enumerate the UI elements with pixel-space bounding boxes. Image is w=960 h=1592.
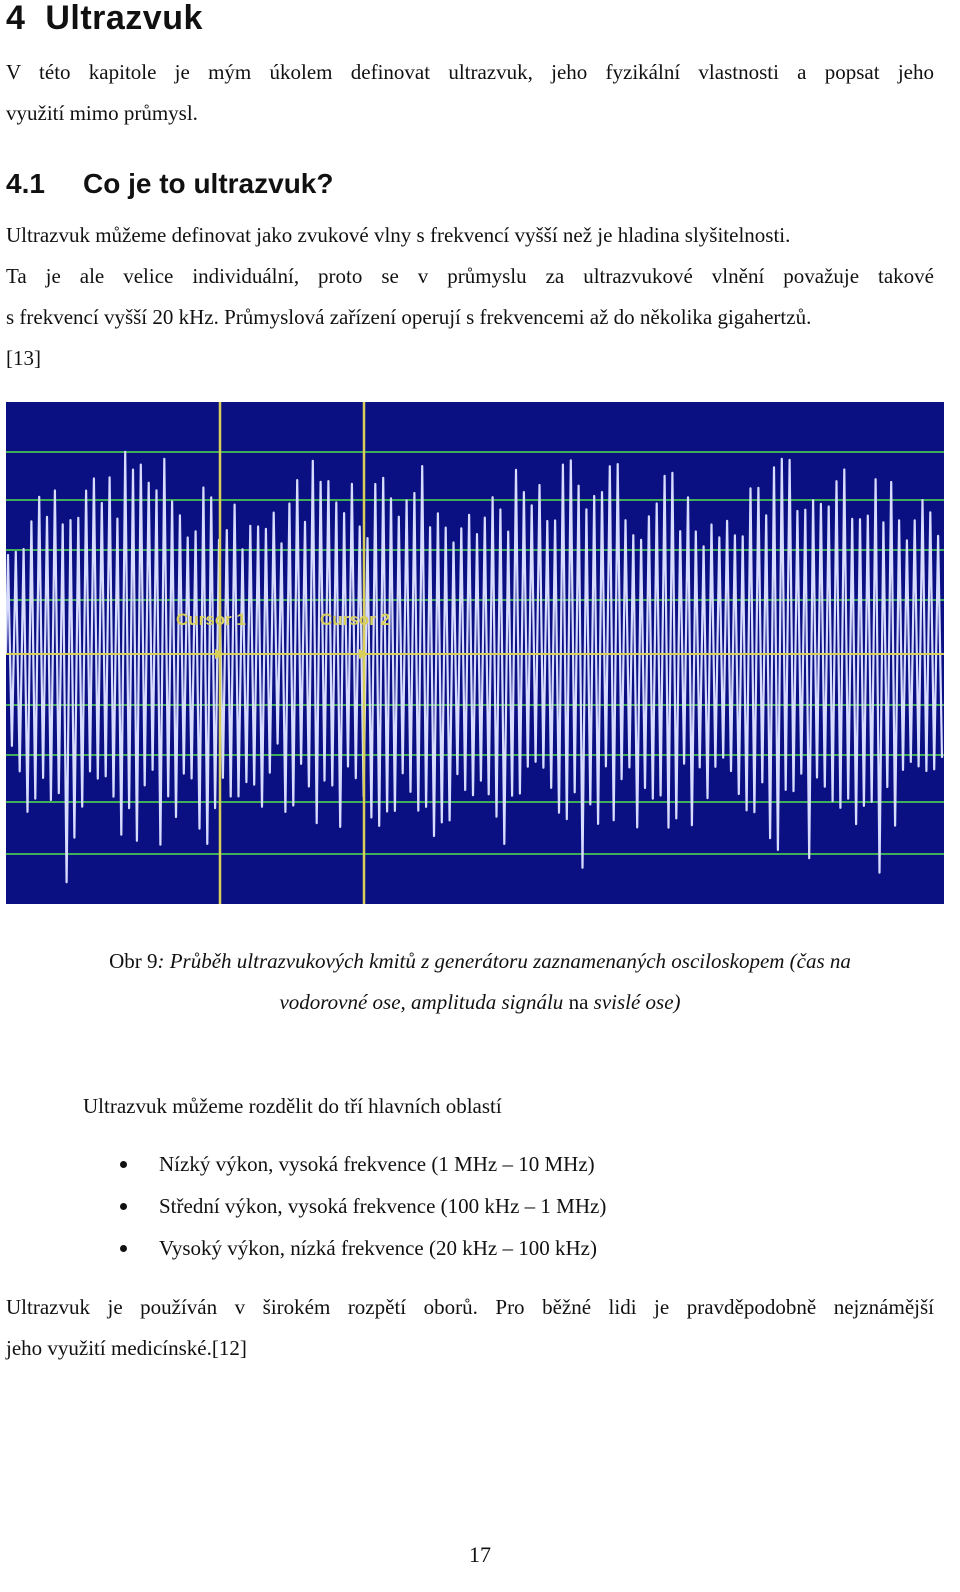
paragraph-line: Ta je ale velice individuální, proto se … (6, 264, 934, 288)
caption-label: Obr 9 (109, 949, 158, 973)
bullet-icon (120, 1245, 127, 1252)
caption-text-2: vodorovné ose, amplituda signálu (279, 990, 564, 1014)
closing-paragraph: Ultrazvuk je používán v širokém rozpětí … (6, 1287, 934, 1369)
intro-line: využití mimo průmysl. (6, 101, 198, 125)
caption-text-4: svislé ose) (593, 990, 681, 1014)
paragraph-line: [13] (6, 346, 41, 370)
list-item-text: Vysoký výkon, nízká frekvence (20 kHz – … (159, 1236, 597, 1260)
oscilloscope-figure: Cursor 1 Cursor 2 (6, 402, 944, 904)
caption-text-3: na (563, 990, 594, 1014)
cursors: Cursor 1 Cursor 2 (6, 402, 944, 904)
section-paragraph: Ultrazvuk můžeme definovat jako zvukové … (6, 215, 934, 379)
oscilloscope-plot: Cursor 1 Cursor 2 (6, 402, 944, 904)
chapter-intro: V této kapitole je mým úkolem definovat … (6, 52, 934, 134)
list-intro: Ultrazvuk můžeme rozdělit do tří hlavníc… (83, 1094, 502, 1118)
signal-waveform (6, 450, 944, 884)
bullet-icon (120, 1203, 127, 1210)
cursor-arrow-icon (359, 649, 369, 659)
chapter-heading: 4 Ultrazvuk (6, 0, 203, 38)
bullet-icon (120, 1161, 127, 1168)
cursor-1-label: Cursor 1 (176, 610, 246, 629)
paragraph-line: Ultrazvuk můžeme definovat jako zvukové … (6, 223, 791, 247)
signal-trace (6, 450, 944, 884)
list-item-text: Střední výkon, vysoká frekvence (100 kHz… (159, 1194, 607, 1218)
section-number: 4.1 (6, 168, 45, 199)
caption-text-1: : Průběh ultrazvukových kmitů z generáto… (157, 949, 851, 973)
list-item-text: Nízký výkon, vysoká frekvence (1 MHz – 1… (159, 1152, 595, 1176)
cursor-2-label: Cursor 2 (320, 610, 390, 629)
closing-line: Ultrazvuk je používán v širokém rozpětí … (6, 1295, 934, 1319)
chapter-title: Ultrazvuk (45, 0, 203, 37)
paragraph-line: s frekvencí vyšší 20 kHz. Průmyslová zař… (6, 305, 812, 329)
section-heading: 4.1 Co je to ultrazvuk? (6, 166, 333, 202)
page-number: 17 (469, 1542, 491, 1567)
figure-caption: Obr 9: Průběh ultrazvukových kmitů z gen… (0, 941, 960, 1023)
section-title: Co je to ultrazvuk? (83, 168, 334, 199)
chapter-number: 4 (6, 0, 26, 37)
closing-line: jeho využití medicínské.[12] (6, 1336, 247, 1360)
cursor-arrow-icon (215, 649, 225, 659)
intro-line: V této kapitole je mým úkolem definovat … (6, 60, 934, 84)
